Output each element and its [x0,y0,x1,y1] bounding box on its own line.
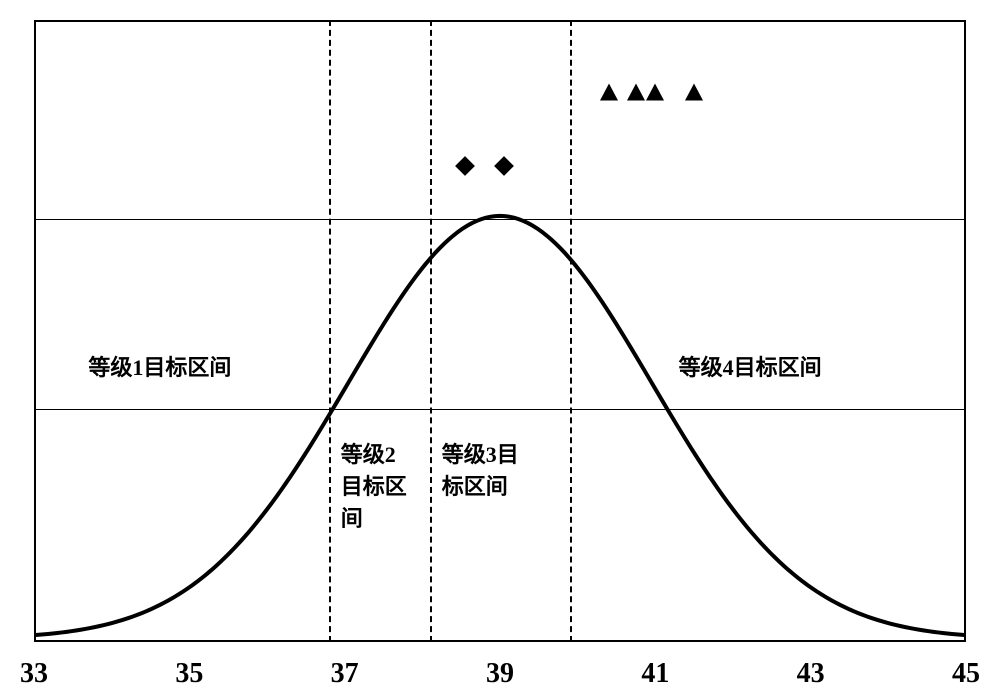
horizontal-gridline [34,409,966,410]
triangle-marker [600,83,618,100]
horizontal-gridline [34,219,966,220]
chart-border [34,20,966,642]
x-axis-tick-label: 33 [20,658,48,690]
triangle-marker [685,83,703,100]
region-label: 等级2 目标区 间 [341,437,407,533]
triangle-marker [627,83,645,100]
x-axis-tick-label: 43 [797,658,825,690]
region-divider [329,20,331,642]
x-axis-tick-label: 45 [952,658,980,690]
region-label: 等级3目 标区间 [442,437,519,501]
region-divider [570,20,572,642]
triangle-marker [646,83,664,100]
region-label: 等级4目标区间 [679,350,822,382]
x-axis-tick-label: 35 [175,658,203,690]
x-axis-tick-label: 37 [331,658,359,690]
region-label: 等级1目标区间 [88,350,231,382]
x-axis-tick-label: 39 [486,658,514,690]
chart-plot-area: 等级1目标区间等级2 目标区 间等级3目 标区间 等级4目标区间 [34,20,966,642]
region-divider [430,20,432,642]
x-axis-tick-label: 41 [641,658,669,690]
